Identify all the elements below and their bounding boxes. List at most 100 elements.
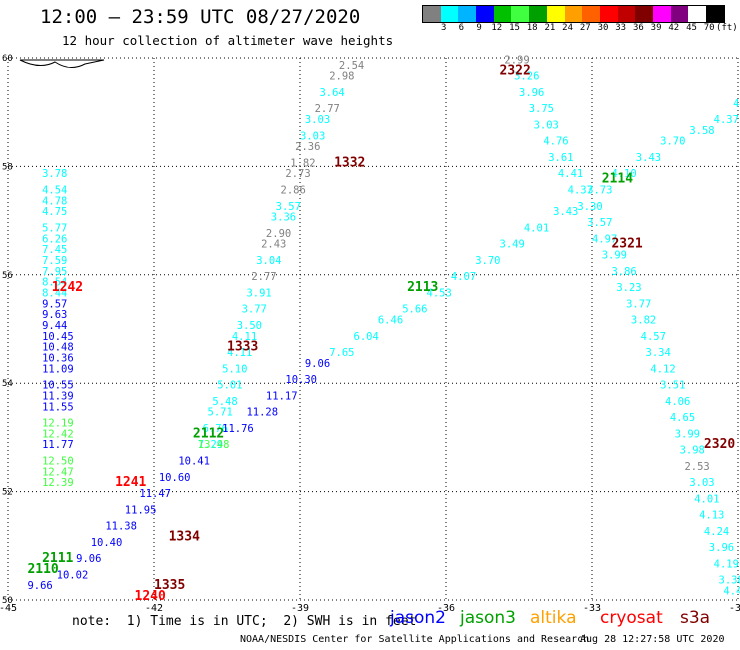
wave-height-value: 4.19 xyxy=(714,558,739,570)
colorbar-swatch xyxy=(529,6,547,22)
wave-height-value: 3.34 xyxy=(646,347,671,359)
wave-height-value: 3.58 xyxy=(689,125,714,137)
wave-height-value: 3.96 xyxy=(519,87,544,99)
wave-height-value: 3.50 xyxy=(237,320,262,332)
wave-height-value: 12.19 xyxy=(42,418,74,430)
wave-height-value: 6.76 xyxy=(203,423,228,435)
wave-height-value: 3.36 xyxy=(271,212,296,224)
wave-height-value: 2.53 xyxy=(684,461,709,473)
x-tick-label: -39 xyxy=(291,603,309,614)
colorbar-label: 24 xyxy=(562,23,574,33)
colorbar-swatch xyxy=(476,6,494,22)
colorbar-swatch xyxy=(582,6,600,22)
wave-height-value: 3.77 xyxy=(626,298,651,310)
wave-height-value: 5.66 xyxy=(402,304,427,316)
colorbar-label: 12 xyxy=(491,23,503,33)
wave-height-value: 3.78 xyxy=(42,168,67,180)
wave-height-value: 11.28 xyxy=(246,407,278,419)
wave-height-value: 10.55 xyxy=(42,380,74,392)
wave-height-value: 12.50 xyxy=(42,456,74,468)
wave-height-value: 2.90 xyxy=(266,228,291,240)
y-tick-label: 60 xyxy=(2,54,13,64)
colorbar-label: 27 xyxy=(579,23,591,33)
colorbar-swatch xyxy=(546,6,565,22)
wave-height-value: 10.60 xyxy=(159,472,191,484)
wave-height-value: 3.49 xyxy=(500,239,525,251)
coastline xyxy=(19,59,105,68)
wave-height-value: 3.99 xyxy=(675,428,700,440)
wave-height-value: 4.10 xyxy=(611,168,636,180)
x-tick-label: -45 xyxy=(0,603,17,614)
wave-height-value: 6.26 xyxy=(42,233,67,245)
colorbar-label: 3 xyxy=(440,23,447,33)
wave-height-value: 3.98 xyxy=(680,445,705,457)
wave-height-value: 3.70 xyxy=(475,255,500,267)
wave-height-value: 10.48 xyxy=(42,342,74,354)
track-time-labels: 1242 1241 1240 1334 1335 1333 1332 2322 2321 2320… xyxy=(27,63,735,604)
track-time-label: 1333 xyxy=(227,340,258,355)
wave-height-value: 4.41 xyxy=(558,168,583,180)
wave-height-value: 5.48 xyxy=(212,396,237,408)
wave-height-value: 3.03 xyxy=(689,477,714,489)
colorbar-label: 45 xyxy=(686,23,697,33)
track-time-label: 2110 xyxy=(27,562,58,577)
colorbar xyxy=(422,5,725,23)
colorbar-label: 70 xyxy=(703,23,715,33)
wave-height-value: 13.48 xyxy=(198,439,230,451)
legend-cryosat: cryosat xyxy=(600,608,663,628)
colorbar-label: 30 xyxy=(597,23,609,33)
wave-height-value: 4.07 xyxy=(451,271,476,283)
wave-height-value: 10.45 xyxy=(42,331,74,343)
wave-height-value: 2.36 xyxy=(295,141,320,153)
wave-height-value: 4.65 xyxy=(670,412,695,424)
map-grid xyxy=(7,57,739,601)
colorbar-label: 36 xyxy=(632,23,644,33)
track-time-label: 1335 xyxy=(154,578,185,593)
wave-height-value: 10.30 xyxy=(285,374,317,386)
y-tick-label: 58 xyxy=(2,162,13,172)
footer-timestamp: Aug 28 12:27:58 UTC 2020 xyxy=(580,634,725,645)
wave-height-value: 3.91 xyxy=(246,287,271,299)
colorbar-swatch xyxy=(493,6,512,22)
x-tick-label: -33 xyxy=(583,603,601,614)
wave-height-value: 4.54 xyxy=(42,185,67,197)
wave-height-value: 7.95 xyxy=(42,266,67,278)
colorbar-label: 33 xyxy=(615,23,627,33)
wave-height-value: 5.71 xyxy=(208,407,233,419)
wave-height-value: 9.44 xyxy=(42,320,67,332)
colorbar-swatch xyxy=(440,6,459,22)
wave-height-value: 5.10 xyxy=(222,363,247,375)
track-time-label: 2113 xyxy=(407,280,438,295)
wave-height-value: 11.76 xyxy=(222,423,254,435)
wave-height-value: 4.13 xyxy=(699,510,724,522)
track-time-label: 1240 xyxy=(135,589,166,604)
wave-height-value: 11.47 xyxy=(139,488,171,500)
colorbar-swatch xyxy=(511,6,530,22)
colorbar-swatch xyxy=(564,6,583,22)
wave-height-value: 3.26 xyxy=(514,71,539,83)
wave-height-value: 5.77 xyxy=(42,222,67,234)
colorbar-swatch xyxy=(670,6,689,22)
wave-height-value: 3.70 xyxy=(660,136,685,148)
colorbar-swatch xyxy=(617,6,636,22)
wave-height-value: 3.57 xyxy=(276,201,301,213)
colorbar-swatch xyxy=(706,6,724,22)
track-time-label: 2322 xyxy=(500,63,531,78)
wave-height-value: 8.44 xyxy=(42,287,67,299)
wave-height-value: 3.75 xyxy=(529,103,554,115)
wave-height-value: 3.96 xyxy=(709,542,734,554)
wave-height-value: 12.39 xyxy=(42,477,74,489)
wave-height-value: 3.03 xyxy=(534,119,559,131)
wave-height-value: 4.11 xyxy=(232,331,257,343)
colorbar-swatch xyxy=(652,6,671,22)
wave-height-value: 3.64 xyxy=(319,87,344,99)
colorbar-label: 42 xyxy=(668,23,680,33)
wave-height-value: 3.99 xyxy=(602,250,627,262)
wave-height-value: 4.78 xyxy=(42,195,67,207)
wave-height-value: 4.12 xyxy=(650,363,675,375)
wave-height-value: 11.17 xyxy=(266,390,298,402)
track-time-label: 1242 xyxy=(52,280,83,295)
track-time-label: 2321 xyxy=(611,237,642,252)
wave-height-value: 6.46 xyxy=(378,315,403,327)
